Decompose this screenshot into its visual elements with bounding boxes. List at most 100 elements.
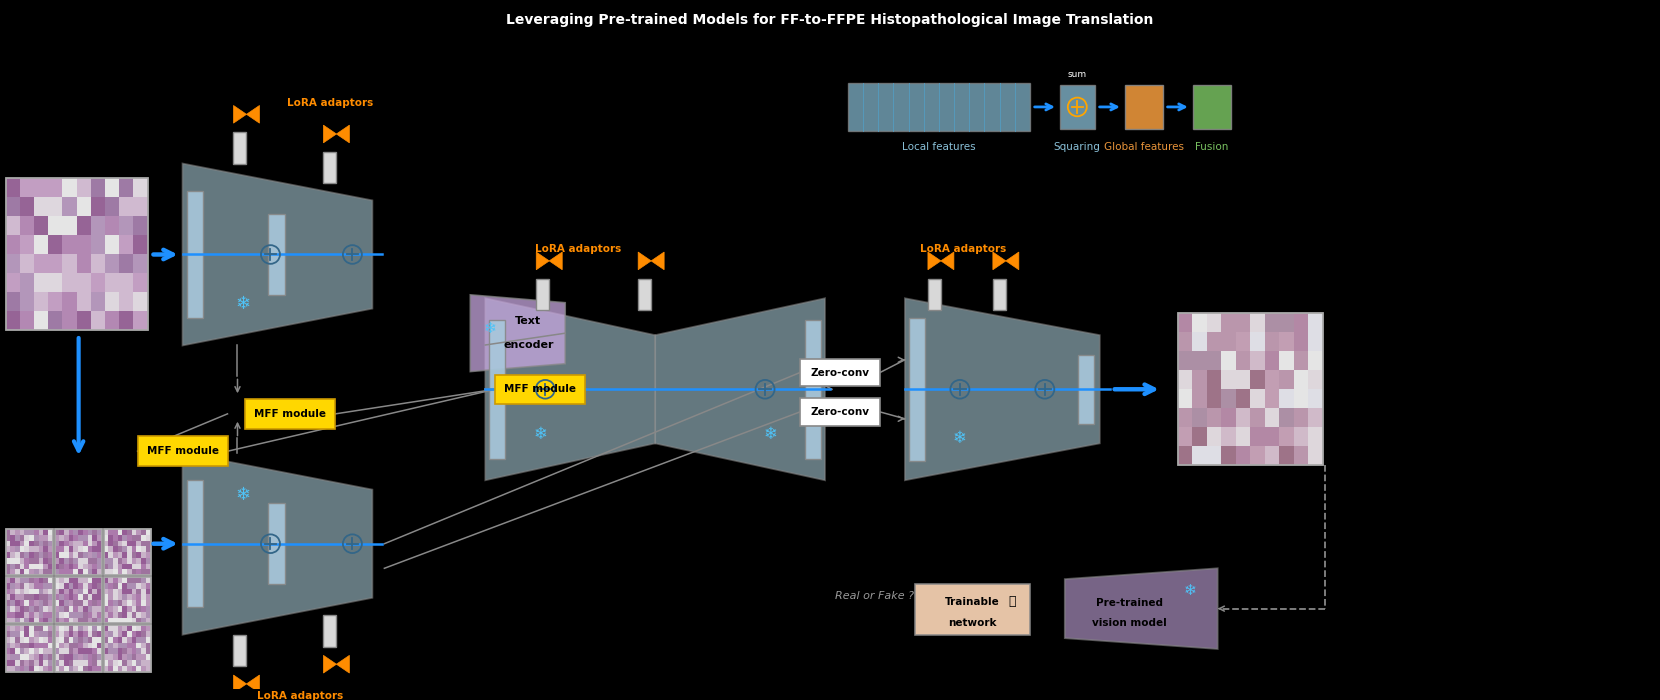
Bar — [83, 540, 88, 546]
Bar — [83, 643, 88, 648]
Bar — [20, 235, 35, 254]
Bar — [141, 612, 146, 617]
Bar — [1250, 446, 1265, 465]
Bar — [55, 617, 60, 624]
Bar — [96, 583, 101, 589]
Bar — [118, 631, 123, 637]
Bar — [33, 612, 38, 617]
Bar — [78, 631, 83, 637]
Bar — [65, 583, 68, 589]
Bar — [1293, 351, 1308, 370]
Bar — [5, 637, 10, 643]
Bar — [108, 535, 113, 540]
Bar — [60, 546, 65, 552]
Bar — [1222, 370, 1235, 389]
Bar — [128, 552, 131, 558]
Bar — [83, 612, 88, 617]
Bar — [48, 569, 53, 575]
Bar — [1293, 312, 1308, 332]
Bar — [60, 583, 65, 589]
Bar — [73, 643, 78, 648]
Bar — [48, 178, 63, 197]
Bar — [65, 606, 68, 612]
Bar — [48, 312, 63, 330]
Bar — [136, 569, 141, 575]
Bar — [146, 569, 151, 575]
Bar — [128, 637, 131, 643]
Bar — [65, 569, 68, 575]
Bar — [63, 273, 76, 292]
Bar — [43, 552, 48, 558]
Bar — [1177, 389, 1192, 408]
Bar — [1059, 85, 1096, 129]
Bar — [1250, 408, 1265, 427]
Bar — [146, 594, 151, 601]
Bar — [55, 601, 60, 606]
Bar — [48, 292, 63, 312]
Bar — [93, 648, 96, 654]
Bar — [1280, 370, 1293, 389]
Polygon shape — [993, 252, 1006, 270]
Bar — [1250, 312, 1265, 332]
Bar — [113, 660, 118, 666]
Bar — [136, 535, 141, 540]
Bar — [93, 552, 96, 558]
Bar — [88, 625, 93, 631]
Bar — [118, 643, 123, 648]
Bar — [495, 374, 586, 404]
Polygon shape — [337, 125, 349, 143]
Bar — [60, 643, 65, 648]
Bar — [78, 589, 83, 594]
Bar — [141, 606, 146, 612]
Bar — [73, 606, 78, 612]
Bar — [30, 558, 33, 564]
Bar — [33, 564, 38, 569]
Bar — [96, 660, 101, 666]
Bar — [324, 615, 337, 647]
Bar — [60, 660, 65, 666]
Bar — [65, 558, 68, 564]
Bar — [48, 643, 53, 648]
Polygon shape — [234, 106, 246, 123]
Bar — [73, 583, 78, 589]
Bar — [128, 612, 131, 617]
Bar — [65, 540, 68, 546]
Bar — [1293, 446, 1308, 465]
Bar — [15, 594, 20, 601]
Bar — [68, 654, 73, 660]
Bar — [15, 564, 20, 569]
Bar — [68, 589, 73, 594]
Bar — [83, 617, 88, 624]
Bar — [78, 529, 83, 535]
Bar — [103, 643, 108, 648]
Bar — [136, 637, 141, 643]
Bar — [25, 535, 30, 540]
Bar — [136, 594, 141, 601]
Bar — [33, 578, 38, 583]
Bar — [88, 594, 93, 601]
Bar — [33, 617, 38, 624]
Bar — [128, 625, 131, 631]
Bar — [73, 625, 78, 631]
Bar — [93, 569, 96, 575]
Bar — [96, 666, 101, 671]
Bar — [20, 216, 35, 235]
Bar — [131, 601, 136, 606]
Bar — [1207, 446, 1222, 465]
Bar — [118, 612, 123, 617]
Bar — [91, 197, 105, 216]
Bar — [10, 654, 15, 660]
Bar — [141, 637, 146, 643]
Bar — [118, 617, 123, 624]
Bar — [76, 273, 91, 292]
Bar — [146, 625, 151, 631]
Bar — [15, 578, 20, 583]
Bar — [15, 558, 20, 564]
Bar — [136, 643, 141, 648]
Bar — [83, 583, 88, 589]
Bar — [800, 359, 880, 386]
Bar — [65, 594, 68, 601]
Bar — [25, 617, 30, 624]
Bar — [78, 552, 83, 558]
Bar — [113, 569, 118, 575]
